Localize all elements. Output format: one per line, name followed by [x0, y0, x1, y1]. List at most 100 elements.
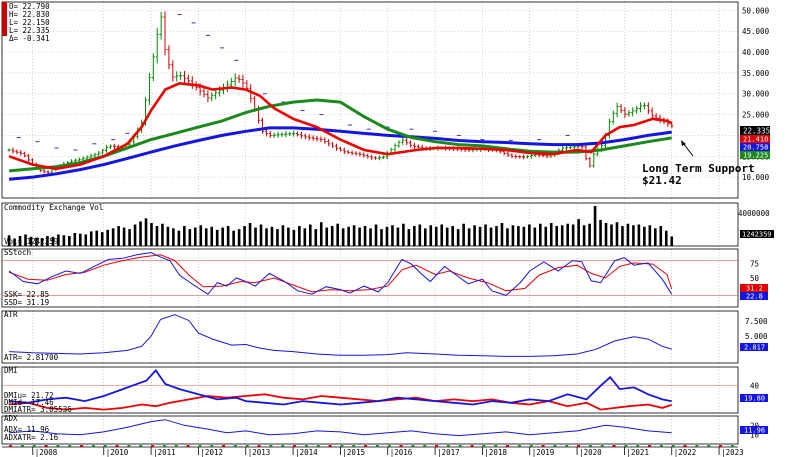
green-ma-tag — [740, 151, 770, 159]
time-axis-mark-34 — [411, 445, 415, 447]
year-label-4: |2013 — [248, 448, 271, 457]
dmi-atr-readout: DMIATR= 3.05536 — [4, 405, 72, 414]
time-axis-mark-13 — [162, 445, 166, 447]
volume-bar-100 — [555, 226, 559, 246]
volume-bar-88 — [489, 227, 493, 246]
price-tick-label-5: 25.000 — [742, 111, 770, 120]
volume-bar-59 — [330, 226, 334, 246]
panel-frame-adx — [1, 415, 739, 445]
time-axis-mark-55 — [659, 445, 663, 447]
volume-bar-82 — [456, 229, 460, 246]
volume-bar-89 — [495, 226, 498, 246]
time-axis-mark-45 — [541, 445, 545, 447]
volume-bar-52 — [292, 229, 296, 246]
time-axis-mark-4 — [56, 445, 60, 447]
time-axis-mark-52 — [624, 445, 628, 447]
adx-tick-label-1: 10 — [750, 431, 760, 440]
volume-bar-2 — [18, 236, 22, 246]
volume-bar-37 — [210, 226, 214, 246]
readout-color-chip — [2, 2, 7, 36]
volume-bar-57 — [319, 222, 323, 246]
volume-bar-102 — [566, 223, 569, 246]
price-tick-label-4: 30.000 — [742, 90, 770, 99]
volume-bar-85 — [473, 225, 476, 246]
time-axis-mark-16 — [198, 445, 202, 447]
volume-bar-34 — [193, 227, 197, 246]
volume-bar-109 — [604, 222, 608, 246]
atr-axis-ticks: 7.500 5.000 — [745, 317, 768, 341]
volume-bar-69 — [385, 226, 389, 246]
time-axis-mark-50 — [600, 445, 604, 447]
volume-bar-40 — [226, 226, 230, 246]
volume-bar-118 — [654, 228, 657, 246]
volume-bar-93 — [517, 226, 520, 246]
volume-bar-72 — [402, 223, 405, 246]
year-label-13: |2022 — [674, 448, 697, 457]
time-axis-mark-42 — [506, 445, 510, 447]
volume-title: Commodity Exchange Vol — [4, 203, 103, 212]
volume-bar-96 — [533, 227, 537, 246]
time-axis-mark-40 — [482, 445, 486, 447]
volume-bar-18 — [106, 229, 109, 246]
support-annotation: Long Term Support $21.42 — [642, 140, 755, 187]
volume-bar-117 — [648, 225, 652, 246]
price-right-labels: 22.335 21.410 20.758 19.225 — [740, 126, 770, 160]
atr-panel — [9, 314, 672, 357]
readout-high: H= 22.830 — [9, 10, 50, 19]
time-axis-mark-29 — [352, 445, 356, 447]
adx-panel — [9, 419, 672, 437]
atr-tick-label-1: 5.000 — [745, 332, 768, 341]
volume-bar-110 — [610, 224, 613, 246]
adx-readout: ADX= 11.96 — [4, 425, 50, 434]
volume-bar-17 — [100, 232, 104, 246]
time-axis-mark-23 — [281, 445, 285, 447]
green-ma-label: 19.225 — [743, 152, 768, 160]
volume-bar-112 — [621, 226, 624, 246]
time-axis-mark-5 — [68, 445, 72, 447]
volume-bar-90 — [500, 222, 504, 246]
volume-bar-21 — [122, 227, 126, 246]
volume-bar-42 — [237, 229, 241, 246]
volume-bar-81 — [451, 226, 454, 246]
volume-bar-76 — [424, 228, 427, 246]
stochastic-panel — [2, 251, 738, 296]
volume-bar-44 — [248, 222, 252, 246]
atr-last-label: 2.817 — [744, 344, 765, 352]
readout-low: L= 22.150 — [9, 18, 50, 27]
ssk-last-label: 22.8 — [746, 293, 763, 301]
time-axis-mark-28 — [340, 445, 344, 447]
ma-red-line — [8, 81, 673, 171]
volume-last-label: 1242359 — [742, 231, 772, 239]
stoch-tick-label-0: 75 — [750, 260, 759, 269]
dmi-minus-line — [9, 393, 672, 411]
adx-line — [9, 419, 672, 437]
time-axis-mark-48 — [577, 445, 581, 447]
volume-bar-86 — [478, 226, 482, 246]
volume-bar-10 — [62, 235, 66, 246]
volume-bar-23 — [133, 224, 137, 246]
price-tick-label-1: 45.000 — [742, 27, 770, 36]
time-axis-mark-36 — [435, 445, 439, 447]
volume-bar-63 — [352, 225, 356, 246]
volume-bar-66 — [369, 228, 372, 246]
volume-bar-51 — [287, 227, 290, 246]
volume-bar-15 — [89, 231, 93, 246]
atr-readout: ATR= 2.81700 — [4, 353, 59, 362]
volume-bar-38 — [215, 229, 219, 246]
grid-lines — [2, 2, 738, 444]
volume-bar-80 — [445, 227, 449, 246]
blue-ma-label: 20.758 — [743, 144, 768, 152]
panel-frame-atr — [1, 310, 739, 364]
time-axis-mark-3 — [44, 445, 48, 447]
time-axis-mark-27 — [328, 445, 332, 447]
year-label-3: |2012 — [200, 448, 223, 457]
volume-bar-22 — [128, 229, 131, 246]
year-label-7: |2016 — [390, 448, 413, 457]
annotation-arrow — [682, 142, 694, 157]
time-axis-mark-39 — [470, 445, 474, 447]
volume-bar-48 — [270, 226, 274, 246]
time-axis-mark-35 — [423, 445, 427, 447]
blue-ma-tag — [740, 143, 770, 151]
